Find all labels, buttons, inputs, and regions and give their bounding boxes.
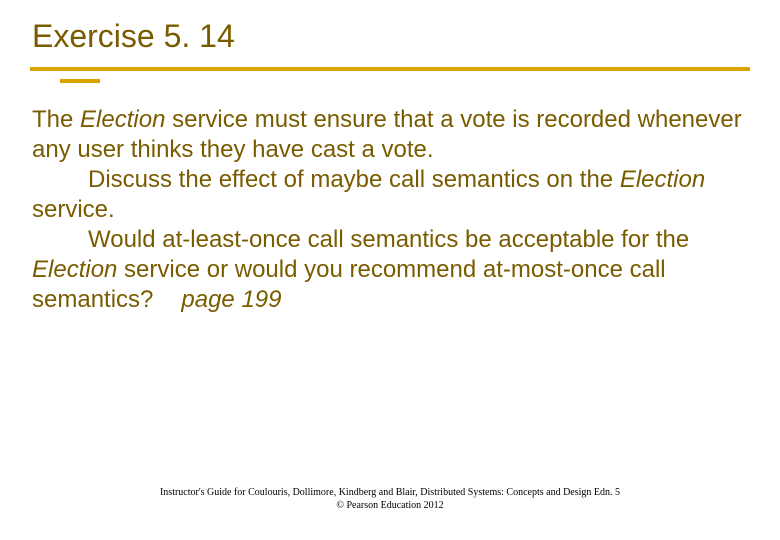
paragraph-1: The Election service must ensure that a … [32,105,742,165]
underline-bar-top [30,67,750,71]
footer-line-1: Instructor's Guide for Coulouris, Dollim… [0,487,780,500]
p3-text-a: Would at-least-once call semantics be ac… [88,226,689,253]
footer-line-2: © Pearson Education 2012 [0,500,780,513]
underline-bar-stub [60,79,100,83]
p3-text-b: service or would you recommend at-most-o… [32,256,666,313]
p2-text-a: Discuss the effect of maybe call semanti… [88,166,620,193]
p2-italic: Election [620,166,705,193]
slide-container: Exercise 5. 14 The Election service must… [0,0,780,540]
paragraph-3: Would at-least-once call semantics be ac… [32,225,742,315]
title-underline [30,67,750,87]
slide-title: Exercise 5. 14 [32,18,750,55]
p3-italic: Election [32,256,117,283]
p1-italic: Election [80,106,165,133]
p2-text-b: service. [32,196,115,223]
footer: Instructor's Guide for Coulouris, Dollim… [0,487,780,512]
p1-text-a: The [32,106,80,133]
p3-page: page 199 [181,286,281,313]
paragraph-2: Discuss the effect of maybe call semanti… [32,165,742,225]
body-text: The Election service must ensure that a … [32,105,742,315]
